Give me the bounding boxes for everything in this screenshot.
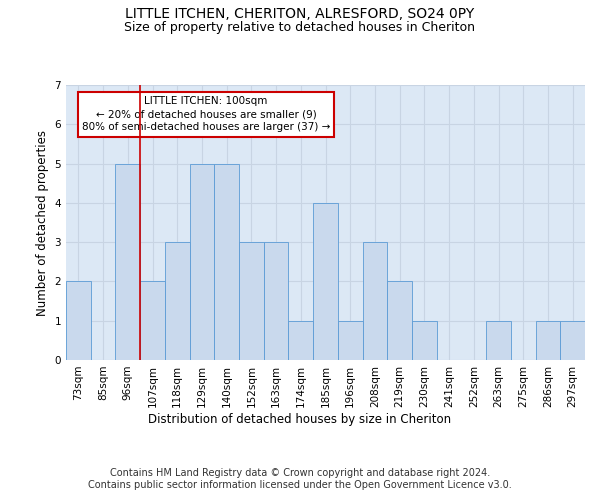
Bar xyxy=(264,242,289,360)
Bar xyxy=(412,320,437,360)
Text: Contains public sector information licensed under the Open Government Licence v3: Contains public sector information licen… xyxy=(88,480,512,490)
Bar xyxy=(214,164,239,360)
Bar xyxy=(313,203,338,360)
Text: Size of property relative to detached houses in Cheriton: Size of property relative to detached ho… xyxy=(125,21,476,34)
Bar xyxy=(338,320,362,360)
Bar xyxy=(486,320,511,360)
Bar xyxy=(115,164,140,360)
Text: Distribution of detached houses by size in Cheriton: Distribution of detached houses by size … xyxy=(148,412,452,426)
Bar xyxy=(66,282,91,360)
Bar xyxy=(536,320,560,360)
Text: LITTLE ITCHEN: 100sqm
← 20% of detached houses are smaller (9)
80% of semi-detac: LITTLE ITCHEN: 100sqm ← 20% of detached … xyxy=(82,96,331,132)
Bar xyxy=(190,164,214,360)
Bar xyxy=(289,320,313,360)
Bar xyxy=(560,320,585,360)
Bar xyxy=(387,282,412,360)
Y-axis label: Number of detached properties: Number of detached properties xyxy=(36,130,49,316)
Bar xyxy=(140,282,165,360)
Bar xyxy=(362,242,387,360)
Text: Contains HM Land Registry data © Crown copyright and database right 2024.: Contains HM Land Registry data © Crown c… xyxy=(110,468,490,477)
Bar xyxy=(165,242,190,360)
Bar xyxy=(239,242,264,360)
Text: LITTLE ITCHEN, CHERITON, ALRESFORD, SO24 0PY: LITTLE ITCHEN, CHERITON, ALRESFORD, SO24… xyxy=(125,8,475,22)
